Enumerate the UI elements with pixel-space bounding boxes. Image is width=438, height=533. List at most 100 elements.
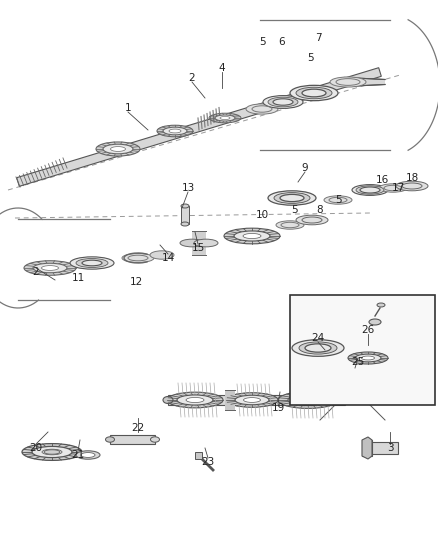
Ellipse shape: [296, 215, 328, 225]
Ellipse shape: [280, 195, 304, 201]
Text: 7: 7: [314, 33, 321, 43]
Text: 21: 21: [71, 450, 85, 460]
Ellipse shape: [377, 303, 385, 307]
Ellipse shape: [305, 344, 331, 352]
Polygon shape: [225, 390, 235, 410]
Ellipse shape: [263, 95, 303, 108]
Ellipse shape: [396, 181, 428, 191]
Text: 23: 23: [201, 457, 215, 467]
Ellipse shape: [163, 127, 187, 135]
Ellipse shape: [194, 239, 218, 247]
Ellipse shape: [352, 184, 388, 196]
Text: 11: 11: [71, 273, 85, 283]
Bar: [110, 435, 155, 444]
Ellipse shape: [226, 393, 278, 407]
Polygon shape: [192, 231, 206, 255]
Ellipse shape: [157, 125, 193, 137]
Bar: [370, 442, 398, 454]
Ellipse shape: [369, 319, 381, 325]
Ellipse shape: [103, 144, 133, 154]
Polygon shape: [17, 68, 381, 187]
Ellipse shape: [288, 394, 328, 406]
Ellipse shape: [42, 265, 59, 270]
Polygon shape: [362, 437, 372, 459]
Text: 5: 5: [292, 205, 298, 215]
Ellipse shape: [42, 449, 62, 455]
Text: 12: 12: [129, 277, 143, 287]
Ellipse shape: [235, 395, 269, 405]
Ellipse shape: [278, 392, 338, 408]
Ellipse shape: [24, 261, 76, 275]
Text: 26: 26: [361, 325, 374, 335]
Ellipse shape: [355, 354, 381, 362]
Text: 2: 2: [189, 73, 195, 83]
Text: 10: 10: [255, 210, 268, 220]
Ellipse shape: [273, 99, 293, 105]
Text: 15: 15: [191, 243, 205, 253]
Text: 5: 5: [335, 195, 341, 205]
Ellipse shape: [215, 115, 235, 121]
Text: 25: 25: [351, 357, 364, 367]
Ellipse shape: [169, 129, 181, 133]
Text: 18: 18: [406, 173, 419, 183]
Text: 1: 1: [125, 103, 131, 113]
Ellipse shape: [360, 187, 380, 193]
Ellipse shape: [96, 142, 140, 156]
Ellipse shape: [302, 89, 326, 97]
Ellipse shape: [180, 239, 204, 247]
Ellipse shape: [186, 398, 204, 402]
Text: 20: 20: [29, 443, 42, 453]
Ellipse shape: [246, 104, 278, 114]
Text: 5: 5: [260, 37, 266, 47]
Ellipse shape: [33, 263, 67, 273]
Ellipse shape: [276, 221, 304, 229]
Text: 6: 6: [279, 37, 285, 47]
Ellipse shape: [290, 85, 338, 101]
Ellipse shape: [81, 453, 95, 457]
Bar: [345, 397, 395, 403]
Bar: [362, 440, 372, 456]
Ellipse shape: [268, 97, 298, 107]
Ellipse shape: [379, 184, 407, 192]
Text: 8: 8: [317, 205, 323, 215]
Ellipse shape: [150, 251, 174, 259]
Text: 22: 22: [131, 423, 145, 433]
Polygon shape: [345, 77, 385, 86]
Ellipse shape: [177, 395, 213, 405]
Text: 4: 4: [219, 63, 225, 73]
Ellipse shape: [296, 87, 332, 99]
Ellipse shape: [110, 147, 126, 151]
Text: 13: 13: [181, 183, 194, 193]
Ellipse shape: [274, 192, 310, 204]
Text: 9: 9: [302, 163, 308, 173]
Ellipse shape: [151, 437, 159, 442]
Text: 2: 2: [33, 267, 39, 277]
Ellipse shape: [82, 260, 102, 266]
Ellipse shape: [268, 191, 316, 205]
Bar: [290, 295, 435, 405]
Ellipse shape: [209, 113, 241, 123]
Text: 24: 24: [311, 333, 325, 343]
Ellipse shape: [244, 398, 261, 402]
Text: 16: 16: [375, 175, 389, 185]
Bar: [195, 452, 202, 459]
Bar: [168, 395, 345, 405]
Ellipse shape: [106, 437, 114, 442]
Text: 5: 5: [307, 53, 313, 63]
Ellipse shape: [70, 257, 114, 269]
Ellipse shape: [167, 392, 223, 408]
Ellipse shape: [32, 447, 72, 458]
Ellipse shape: [243, 233, 261, 239]
Ellipse shape: [348, 352, 388, 364]
Ellipse shape: [392, 398, 399, 402]
Ellipse shape: [163, 397, 173, 403]
Ellipse shape: [224, 228, 280, 244]
Ellipse shape: [298, 397, 318, 403]
Ellipse shape: [324, 196, 352, 204]
Ellipse shape: [181, 204, 189, 208]
Ellipse shape: [299, 342, 337, 354]
Text: 19: 19: [272, 403, 285, 413]
Ellipse shape: [356, 186, 384, 194]
Ellipse shape: [361, 356, 374, 360]
Text: 17: 17: [392, 183, 405, 193]
